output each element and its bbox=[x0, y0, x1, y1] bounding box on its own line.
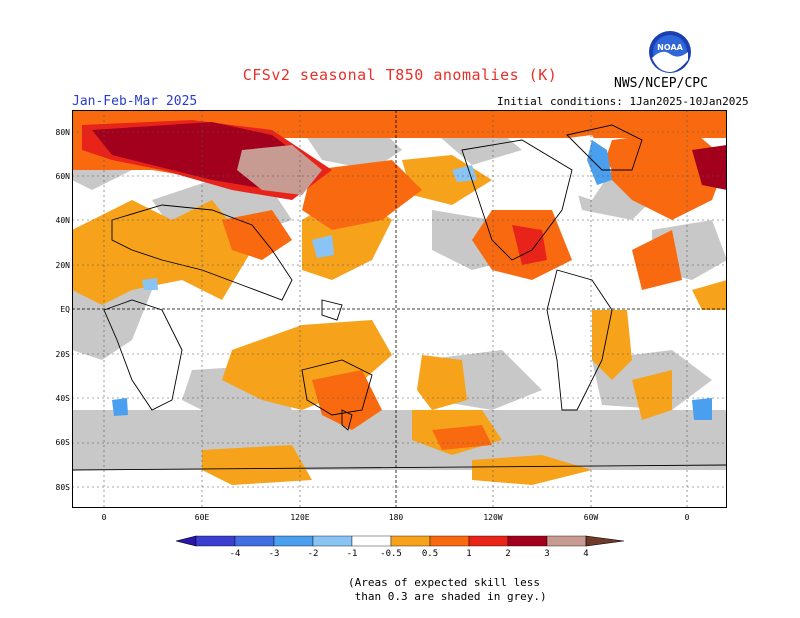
lat-label: 40N bbox=[55, 216, 70, 225]
colorbar-segment bbox=[546, 535, 587, 547]
lat-label: EQ bbox=[60, 305, 70, 314]
colorbar-tick-label: -3 bbox=[268, 549, 280, 559]
noaa-logo-text: NOAA bbox=[657, 43, 683, 52]
lon-label: 0 bbox=[101, 513, 107, 522]
skill-footnote: (Areas of expected skill less than 0.3 a… bbox=[348, 576, 547, 603]
initial-conditions: Initial conditions: 1Jan2025-10Jan2025 bbox=[497, 95, 749, 108]
colorbar-tick-label: -0.5 bbox=[380, 549, 402, 559]
lon-label: 60W bbox=[583, 513, 599, 522]
colorbar-tick-label: 1 bbox=[466, 549, 472, 559]
cold-anomalies bbox=[112, 135, 712, 420]
lon-label: 120W bbox=[483, 513, 503, 522]
lon-label: 0 bbox=[684, 513, 690, 522]
forecast-period: Jan-Feb-Mar 2025 bbox=[72, 94, 198, 109]
anomaly-map-svg bbox=[71, 110, 728, 508]
anomaly-4plus bbox=[237, 145, 322, 195]
graticule bbox=[72, 110, 727, 508]
colorbar-left-arrow bbox=[175, 535, 197, 547]
noaa-logo-icon: NOAA bbox=[648, 30, 692, 74]
colorbar-segment bbox=[507, 535, 548, 547]
colorbar-tick-label: -4 bbox=[229, 549, 241, 559]
colorbar-tick-label: 3 bbox=[544, 549, 550, 559]
organization-label: NWS/NCEP/CPC bbox=[614, 76, 708, 91]
lon-label: 60E bbox=[194, 513, 210, 522]
lat-label: 60N bbox=[55, 172, 70, 181]
lat-label: 80S bbox=[55, 483, 70, 492]
colorbar-segment bbox=[390, 535, 431, 547]
colorbar-tick-label: 0.5 bbox=[421, 549, 439, 559]
lon-label: 180 bbox=[388, 513, 404, 522]
colorbar-segment bbox=[273, 535, 314, 547]
anomaly-map bbox=[71, 110, 728, 508]
lat-label: 80N bbox=[55, 128, 70, 137]
map-frame bbox=[72, 110, 727, 508]
coastlines bbox=[71, 124, 728, 471]
colorbar-segment bbox=[468, 535, 509, 547]
colorbar-tick-label: -1 bbox=[346, 549, 358, 559]
colorbar-tick-label: -2 bbox=[307, 549, 319, 559]
lat-label: 60S bbox=[55, 438, 70, 447]
colorbar-segment bbox=[312, 535, 353, 547]
colorbar-right-arrow bbox=[585, 535, 625, 547]
lat-label: 40S bbox=[55, 394, 70, 403]
lat-label: 20N bbox=[55, 261, 70, 270]
map-title: CFSv2 seasonal T850 anomalies (K) bbox=[242, 66, 558, 84]
colorbar-tick-label: 4 bbox=[583, 549, 589, 559]
colorbar-tick-label: 2 bbox=[505, 549, 511, 559]
colorbar-segment bbox=[351, 535, 392, 547]
lon-label: 120E bbox=[290, 513, 310, 522]
colorbar-segment bbox=[429, 535, 470, 547]
colorbar-segment bbox=[234, 535, 275, 547]
lat-label: 20S bbox=[55, 350, 70, 359]
colorbar-segment bbox=[195, 535, 236, 547]
